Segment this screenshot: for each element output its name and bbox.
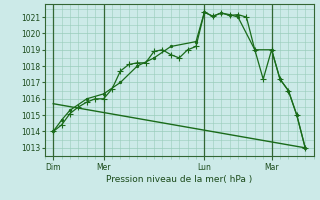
X-axis label: Pression niveau de la mer( hPa ): Pression niveau de la mer( hPa ) xyxy=(106,175,252,184)
